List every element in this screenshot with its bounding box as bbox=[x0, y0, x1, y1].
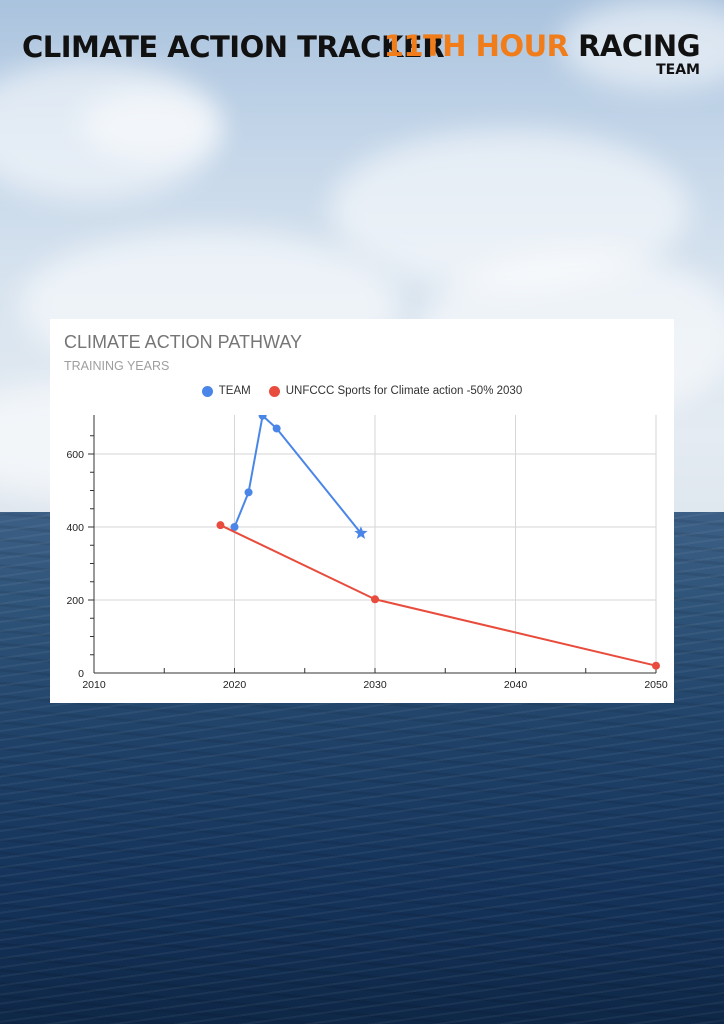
y-tick-label: 600 bbox=[66, 449, 84, 461]
legend-item-team: TEAM bbox=[201, 385, 251, 397]
brand-main-text: RACING bbox=[578, 29, 700, 63]
chart-plot: 0 200 400 600 2010 2020 2030 2040 2050 bbox=[66, 415, 668, 691]
cloud bbox=[560, 0, 724, 90]
legend-marker-team bbox=[201, 385, 213, 397]
chart-subtitle: TRAINING YEARS bbox=[64, 359, 170, 373]
brand-name: 11TH HOUR RACING bbox=[383, 29, 701, 63]
legend-label-team: TEAM bbox=[218, 385, 251, 397]
x-tick-label: 2050 bbox=[644, 679, 668, 691]
brand-logo: 11TH HOUR RACING TEAM bbox=[383, 29, 701, 78]
data-point bbox=[371, 595, 379, 604]
x-tick-label: 2020 bbox=[223, 679, 247, 691]
series-line bbox=[233, 415, 362, 534]
x-tick-label: 2030 bbox=[363, 679, 387, 691]
data-point bbox=[244, 488, 253, 497]
y-tick-label: 200 bbox=[66, 595, 84, 607]
page-title: CLIMATE ACTION TRACKER bbox=[22, 30, 445, 64]
legend-marker-unfccc bbox=[268, 385, 280, 397]
y-tick-label: 400 bbox=[66, 522, 84, 534]
data-point bbox=[272, 424, 281, 433]
series-0 bbox=[230, 415, 368, 539]
x-tick-label: 2010 bbox=[82, 679, 106, 691]
series-1 bbox=[216, 521, 660, 670]
data-point-star bbox=[354, 526, 368, 539]
data-point bbox=[230, 523, 239, 531]
x-tick-label: 2040 bbox=[504, 679, 528, 691]
series-line bbox=[220, 524, 657, 667]
y-tick-label: 0 bbox=[78, 668, 84, 680]
cloud bbox=[80, 90, 220, 160]
brand-accent-text: 11TH HOUR bbox=[383, 29, 569, 63]
data-point bbox=[216, 521, 225, 530]
legend-item-unfccc: UNFCCC Sports for Climate action -50% 20… bbox=[268, 385, 523, 397]
data-point bbox=[258, 415, 267, 420]
chart-legend: TEAM UNFCCC Sports for Climate action -5… bbox=[50, 385, 674, 397]
chart-card: CLIMATE ACTION PATHWAY TRAINING YEARS TE… bbox=[50, 319, 674, 703]
chart-title: CLIMATE ACTION PATHWAY bbox=[64, 332, 303, 352]
data-point bbox=[652, 661, 660, 670]
brand-sub-text: TEAM bbox=[656, 62, 700, 78]
legend-label-unfccc: UNFCCC Sports for Climate action -50% 20… bbox=[285, 385, 523, 397]
